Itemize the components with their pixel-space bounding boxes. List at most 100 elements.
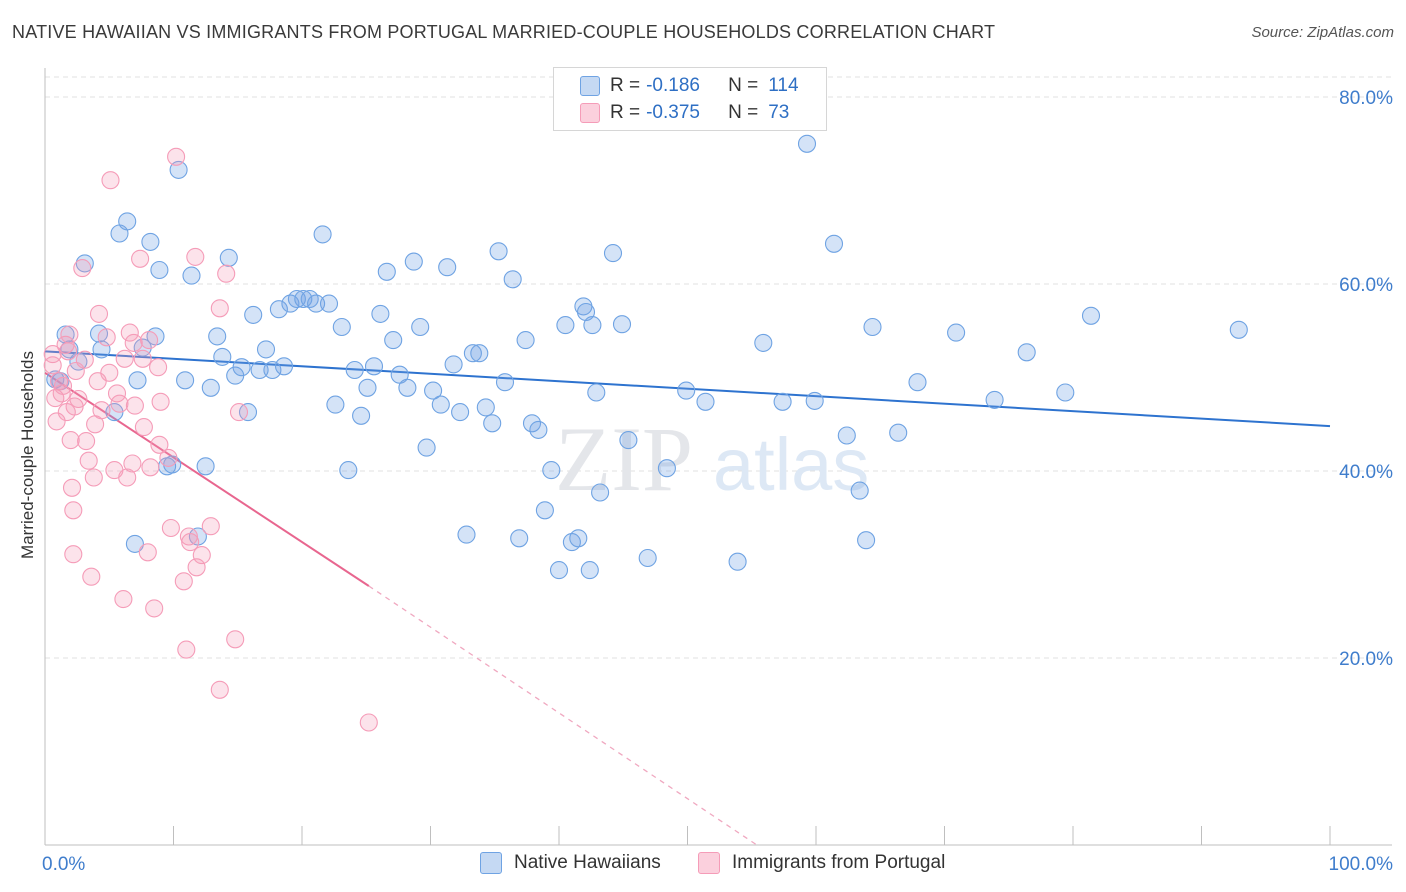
point-portugal xyxy=(100,363,119,382)
point-native-hawaiian xyxy=(300,289,319,309)
point-portugal xyxy=(210,680,229,699)
point-native-hawaiian xyxy=(510,529,529,548)
point-portugal xyxy=(229,403,249,422)
point-native-hawaiian xyxy=(250,360,269,380)
point-portugal xyxy=(97,328,116,347)
point-native-hawaiian xyxy=(612,315,632,334)
point-portugal xyxy=(201,517,220,536)
point-portugal xyxy=(145,599,164,618)
legend-swatch-pink xyxy=(580,103,600,123)
point-native-hawaiian xyxy=(232,358,251,377)
point-native-hawaiian xyxy=(824,234,844,253)
point-portugal xyxy=(61,431,80,450)
point-native-hawaiian xyxy=(696,392,715,411)
point-native-hawaiian xyxy=(150,260,169,280)
point-native-hawaiian xyxy=(213,347,232,366)
legend-n-value: 73 xyxy=(768,102,790,123)
point-portugal xyxy=(115,349,134,368)
point-native-hawaiian xyxy=(863,317,882,337)
point-portugal xyxy=(101,171,120,190)
point-native-hawaiian xyxy=(638,548,657,568)
point-native-hawaiian xyxy=(141,232,160,251)
y-tick-label: 40.0% xyxy=(1339,462,1393,483)
point-native-hawaiian xyxy=(985,390,1004,409)
trend-line-portugal-solid xyxy=(44,371,370,587)
point-native-hawaiian xyxy=(535,501,554,520)
point-portugal xyxy=(110,394,129,413)
legend-row-portugal: R = -0.375 N = 73 xyxy=(580,101,789,125)
point-native-hawaiian xyxy=(1081,306,1101,325)
source-label: Source: ZipAtlas.com xyxy=(1251,24,1394,41)
watermark-zip: ZIP xyxy=(555,408,693,510)
point-native-hawaiian xyxy=(947,323,966,342)
point-native-hawaiian xyxy=(384,331,403,350)
point-native-hawaiian xyxy=(332,317,351,337)
point-native-hawaiian xyxy=(587,383,606,402)
legend-swatch-blue xyxy=(580,76,600,96)
data-points xyxy=(43,134,1248,732)
point-native-hawaiian xyxy=(125,534,144,553)
point-portugal xyxy=(210,299,229,318)
point-native-hawaiian xyxy=(476,398,495,417)
point-portugal xyxy=(73,259,92,278)
point-portugal xyxy=(359,713,378,732)
legend-r-label: R = xyxy=(610,75,641,96)
point-native-hawaiian xyxy=(657,459,676,478)
point-portugal xyxy=(75,350,94,369)
point-native-hawaiian xyxy=(128,371,147,390)
point-native-hawaiian xyxy=(431,395,450,414)
point-native-hawaiian xyxy=(805,391,824,410)
point-native-hawaiian xyxy=(457,525,476,544)
point-portugal xyxy=(82,567,101,586)
point-portugal xyxy=(107,384,127,403)
point-portugal xyxy=(217,264,236,283)
point-native-hawaiian xyxy=(371,304,390,323)
point-portugal xyxy=(84,468,103,487)
point-native-hawaiian xyxy=(728,552,747,571)
point-native-hawaiian xyxy=(404,252,423,271)
point-native-hawaiian xyxy=(219,248,238,267)
point-native-hawaiian xyxy=(287,289,306,309)
point-portugal xyxy=(181,533,200,552)
y-axis-title: Married-couple Households xyxy=(18,351,37,559)
point-portugal xyxy=(62,478,82,497)
point-native-hawaiian xyxy=(549,561,569,580)
point-native-hawaiian xyxy=(176,371,195,390)
x-tick-label: 100.0% xyxy=(1329,854,1394,875)
point-native-hawaiian xyxy=(463,344,482,363)
point-portugal xyxy=(140,331,159,350)
point-portugal xyxy=(179,527,198,546)
point-portugal xyxy=(161,518,180,538)
trend-lines xyxy=(44,350,1331,846)
point-portugal xyxy=(150,435,169,454)
y-tick-label: 80.0% xyxy=(1339,88,1393,109)
point-native-hawaiian xyxy=(201,378,220,397)
legend-n-label: N = xyxy=(728,102,759,123)
point-native-hawaiian xyxy=(307,294,326,313)
point-native-hawaiian xyxy=(313,225,332,244)
point-native-hawaiian xyxy=(489,242,508,261)
point-native-hawaiian xyxy=(196,457,215,476)
point-native-hawaiian xyxy=(326,395,345,414)
point-native-hawaiian xyxy=(677,381,696,400)
point-native-hawaiian xyxy=(352,406,371,425)
correlation-legend: R = -0.186 N = 114 R = -0.375 N = 73 xyxy=(553,67,827,131)
point-native-hawaiian xyxy=(569,529,588,548)
point-native-hawaiian xyxy=(364,357,384,376)
legend-n-value: 114 xyxy=(768,75,799,96)
point-portugal xyxy=(77,432,96,451)
point-native-hawaiian xyxy=(339,461,358,480)
point-portugal xyxy=(134,418,153,437)
point-native-hawaiian xyxy=(1017,343,1036,362)
point-native-hawaiian xyxy=(444,355,463,374)
point-native-hawaiian xyxy=(850,481,869,500)
point-native-hawaiian xyxy=(244,305,263,324)
point-native-hawaiian xyxy=(516,331,535,350)
legend-row-native-hawaiians: R = -0.186 N = 114 xyxy=(580,74,799,98)
point-native-hawaiian xyxy=(1056,383,1075,402)
point-portugal xyxy=(79,451,98,470)
point-native-hawaiian xyxy=(398,378,417,397)
point-portugal xyxy=(192,546,211,565)
legend-item-portugal: Immigrants from Portugal xyxy=(698,852,945,874)
